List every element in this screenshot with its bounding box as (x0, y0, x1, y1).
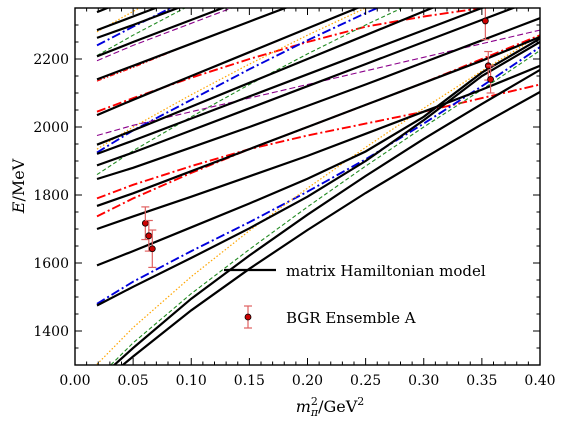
noninteracting-curve-4 (96, 46, 540, 305)
legend-label-model: matrix Hamiltonian model (286, 262, 486, 280)
model-curve-12 (96, 8, 289, 81)
model-curve-15 (96, 8, 159, 32)
noninteracting-curve-9 (96, 8, 187, 57)
data-point-3 (148, 229, 157, 269)
y-tick-label: 2200 (33, 52, 69, 68)
x-axis-label: m2 π/GeV2 (296, 395, 365, 419)
y-tick-labels: 1400 1600 1800 2000 2200 (33, 52, 69, 340)
legend-errorbar-swatch (244, 305, 252, 329)
y-tick-label: 1800 (33, 188, 69, 204)
noninteracting-curve-14 (96, 8, 234, 62)
y-tick-label: 2000 (33, 120, 69, 136)
model-curve-10 (96, 8, 435, 146)
model-curve-8 (96, 8, 517, 167)
x-tick-label: 0.10 (176, 373, 207, 389)
legend-label-data: BGR Ensemble A (286, 309, 416, 327)
model-curve-3 (96, 41, 540, 307)
legend: matrix Hamiltonian model BGR Ensemble A (224, 262, 486, 329)
model-curve-9 (96, 8, 485, 155)
noninteracting-curve-13 (96, 29, 540, 137)
noninteracting-curve-5 (96, 8, 380, 154)
model-curve-13 (96, 8, 226, 58)
model-curve-1 (121, 91, 540, 365)
x-tick-label: 0.40 (524, 373, 555, 389)
model-curve-5 (96, 64, 540, 231)
model-curve-14 (96, 8, 181, 39)
y-tick-label: 1600 (33, 256, 69, 272)
y-axis-label: E/MeV (9, 158, 28, 214)
x-tick-label: 0.35 (466, 373, 497, 389)
model-curve-6 (96, 35, 540, 207)
data-points-layer (141, 8, 495, 269)
x-tick-label: 0.25 (350, 373, 381, 389)
x-tick-label: 0.15 (234, 373, 265, 389)
x-tick-label: 0.00 (59, 373, 90, 389)
model-curve-2 (112, 68, 540, 365)
noninteracting-curve-3 (96, 8, 491, 113)
x-tick-label: 0.30 (408, 373, 439, 389)
model-curve-11 (96, 8, 361, 117)
x-tick-label: 0.20 (292, 373, 323, 389)
noninteracting-curve-11 (96, 8, 368, 150)
axis-ticks (74, 7, 541, 366)
noninteracting-curve-8 (96, 8, 404, 176)
data-point-2 (144, 219, 153, 252)
data-point-6 (486, 65, 495, 94)
noninteracting-curve-7 (109, 50, 540, 365)
curves-layer (96, 8, 540, 365)
model-curve-7 (96, 17, 540, 181)
x-tick-label: 0.05 (118, 373, 149, 389)
x-tick-labels: 0.00 0.05 0.10 0.15 0.20 0.25 0.30 0.35 0.40 (59, 373, 555, 389)
noninteracting-curve-10 (96, 34, 540, 365)
y-tick-label: 1400 (33, 324, 69, 340)
